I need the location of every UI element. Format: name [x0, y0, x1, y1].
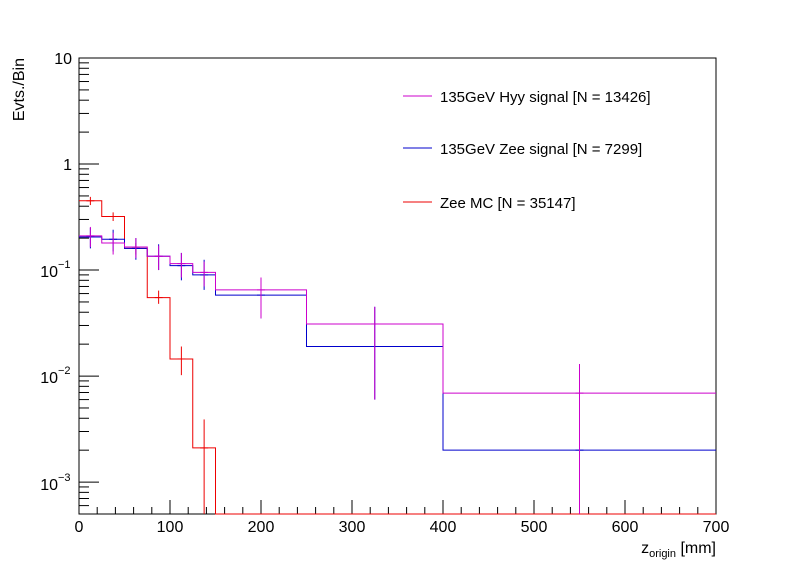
legend-entry-zee-signal: 135GeV Zee signal [N = 7299] — [403, 141, 642, 158]
x-tick-label: 0 — [75, 519, 84, 536]
x-axis-title-main: z — [641, 540, 649, 557]
series-layer — [79, 196, 716, 515]
x-tick-label: 200 — [248, 519, 275, 536]
x-axis-title-unit: [mm] — [676, 540, 716, 557]
x-tick-label: 100 — [157, 519, 184, 536]
y-axis-title: Evts./Bin — [11, 58, 28, 121]
y-tick-label-0.1-exp: −1 — [58, 259, 71, 271]
histogram-step-line — [79, 236, 716, 451]
x-tick-label: 500 — [521, 519, 548, 536]
histogram-step-line — [79, 235, 716, 394]
legend-label-zee-signal: 135GeV Zee signal [N = 7299] — [440, 141, 642, 158]
legend-entry-hyy: 135GeV Hyy signal [N = 13426] — [403, 89, 651, 106]
x-axis-title: zorigin [mm] — [641, 540, 716, 560]
series-0 — [79, 226, 716, 514]
series-2 — [79, 196, 716, 515]
series-1 — [79, 227, 716, 514]
y-tick-label-1: 1 — [63, 157, 72, 174]
axis-ticks — [78, 57, 717, 515]
x-tick-labels: 0 100 200 300 400 500 600 700 — [75, 519, 730, 536]
histogram-step-line — [79, 200, 716, 515]
y-tick-label-0.1-base: 10 — [40, 264, 58, 281]
legend-entry-zee-mc: Zee MC [N = 35147] — [403, 195, 575, 212]
y-tick-label-0.01-exp: −2 — [58, 365, 71, 377]
x-tick-label: 300 — [339, 519, 366, 536]
x-tick-label: 600 — [612, 519, 639, 536]
legend: 135GeV Hyy signal [N = 13426] 135GeV Zee… — [403, 89, 651, 212]
y-tick-label-0.01-base: 10 — [40, 370, 58, 387]
plot-frame — [78, 57, 717, 515]
x-axis-title-subscript: origin — [649, 548, 676, 560]
x-tick-label: 700 — [703, 519, 730, 536]
y-tick-label-0.001-exp: −3 — [58, 472, 71, 484]
y-tick-label-10: 10 — [54, 51, 72, 68]
y-tick-label-0.001-base: 10 — [40, 477, 58, 494]
legend-label-hyy: 135GeV Hyy signal [N = 13426] — [440, 89, 651, 106]
x-tick-label: 400 — [430, 519, 457, 536]
legend-label-zee-mc: Zee MC [N = 35147] — [440, 195, 575, 212]
